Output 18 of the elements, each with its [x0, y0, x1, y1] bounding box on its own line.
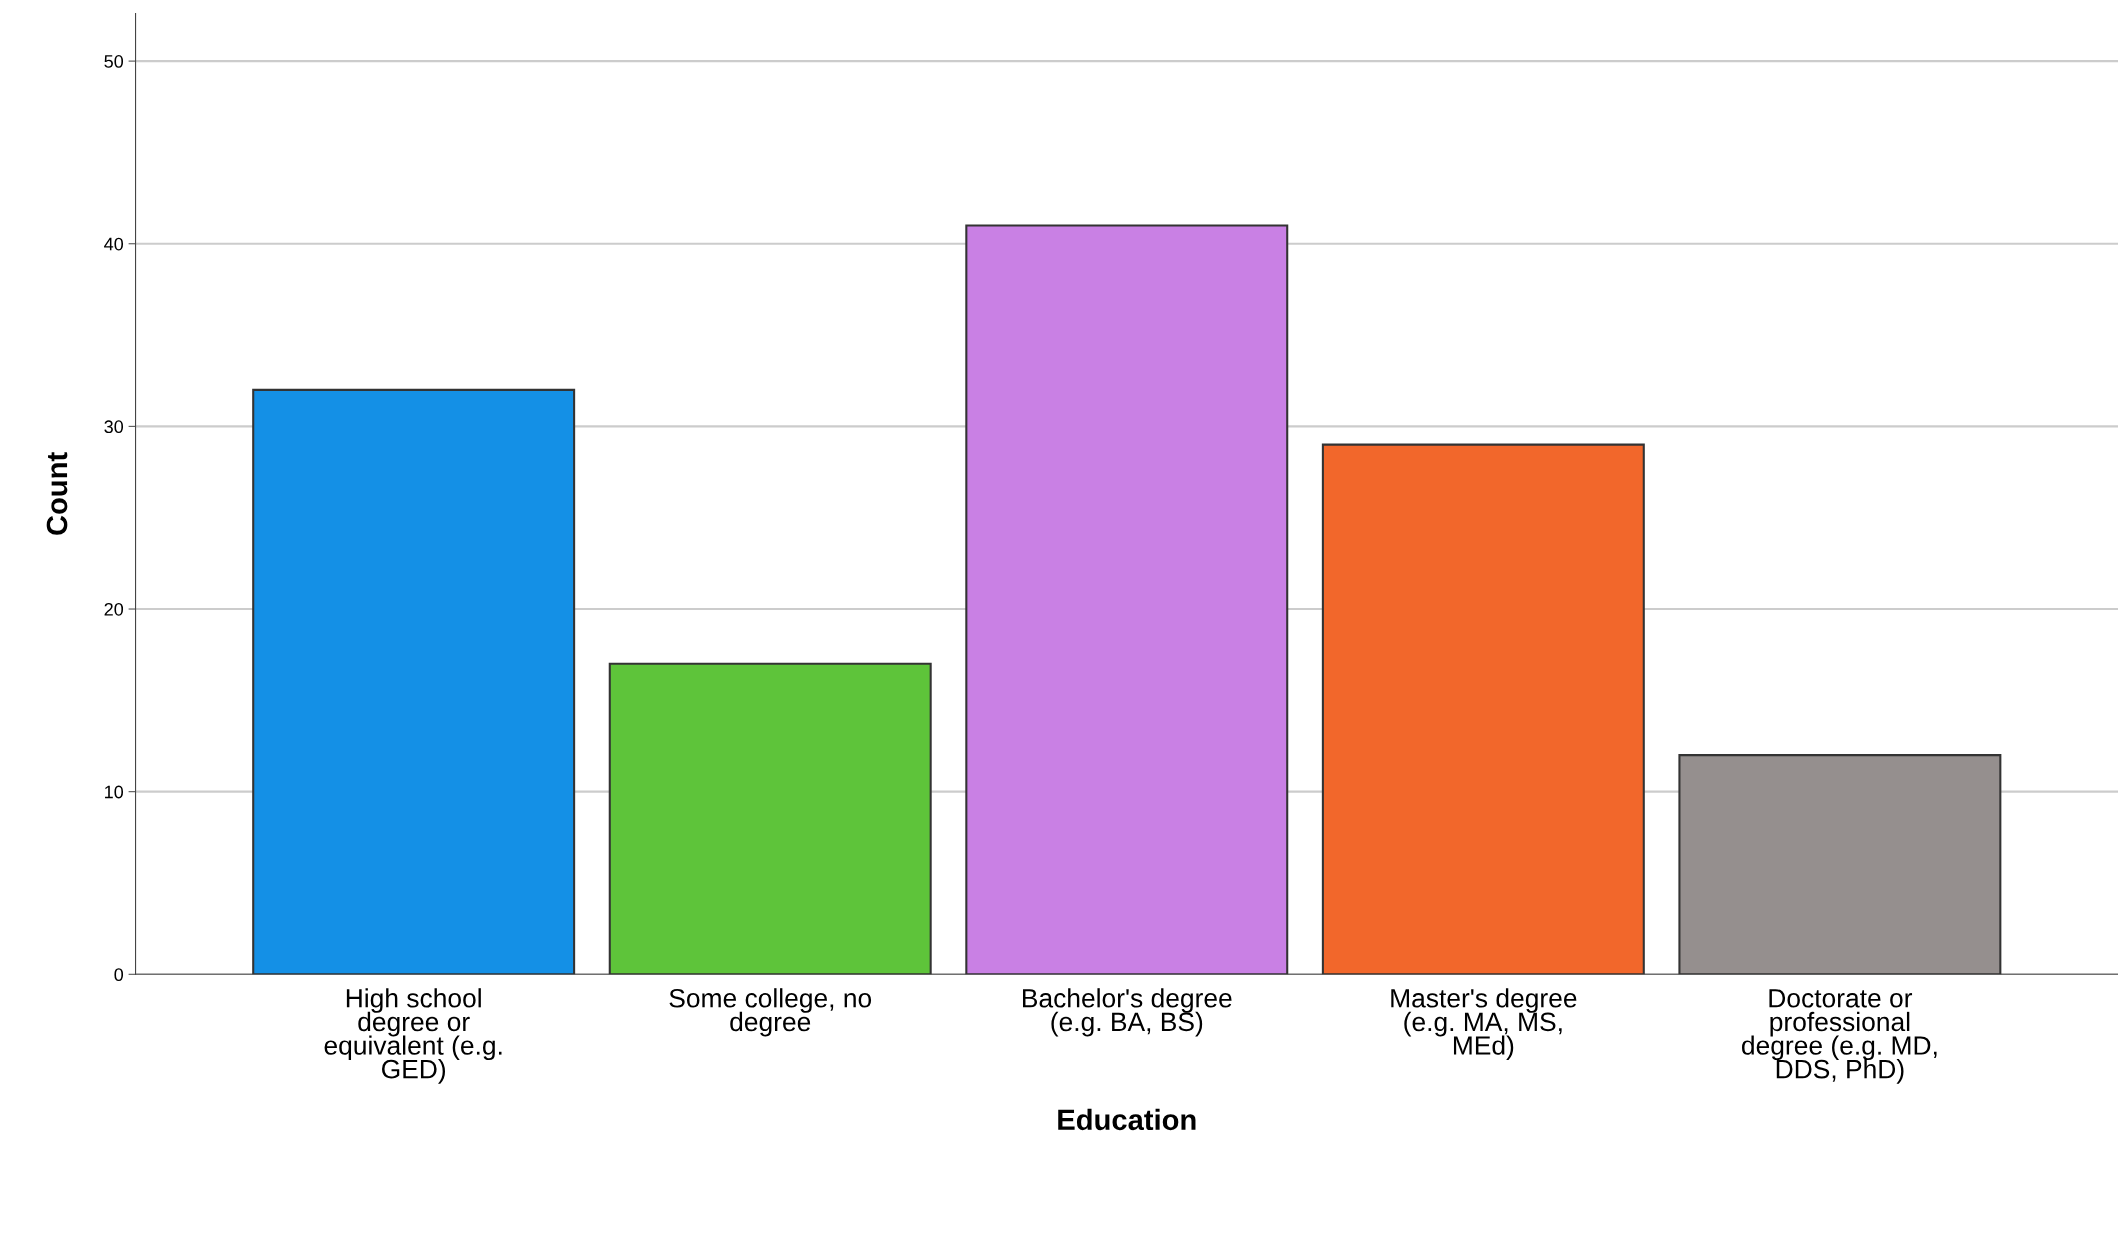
y-tick-label: 20	[104, 602, 124, 616]
y-tick-label: 30	[104, 420, 124, 434]
y-tick-label: 10	[105, 785, 124, 799]
y-tick-label: 40	[104, 237, 124, 251]
bar	[1321, 443, 1645, 975]
y-tick-label: 0	[114, 968, 124, 982]
y-axis-title: Count	[46, 452, 68, 535]
x-axis-title: Education	[1058, 1108, 1196, 1131]
x-tick-label: Bachelor's degree (e.g. BA, BS)	[1023, 988, 1232, 1037]
x-tick-label: Some college, no degree	[669, 988, 872, 1037]
x-tick-label: High school degree or equivalent (e.g. GED)	[324, 988, 502, 1084]
bar	[1678, 754, 2002, 975]
x-tick-label: Doctorate or professional degree (e.g. MD, DDS, PhD)	[1742, 989, 1937, 1084]
bar	[252, 388, 576, 975]
bar	[608, 662, 932, 975]
x-tick-label: Master's degree (e.g. MA, MS, MEd)	[1391, 988, 1577, 1061]
bar	[965, 224, 1289, 975]
y-tick-label: 50	[104, 55, 124, 68]
